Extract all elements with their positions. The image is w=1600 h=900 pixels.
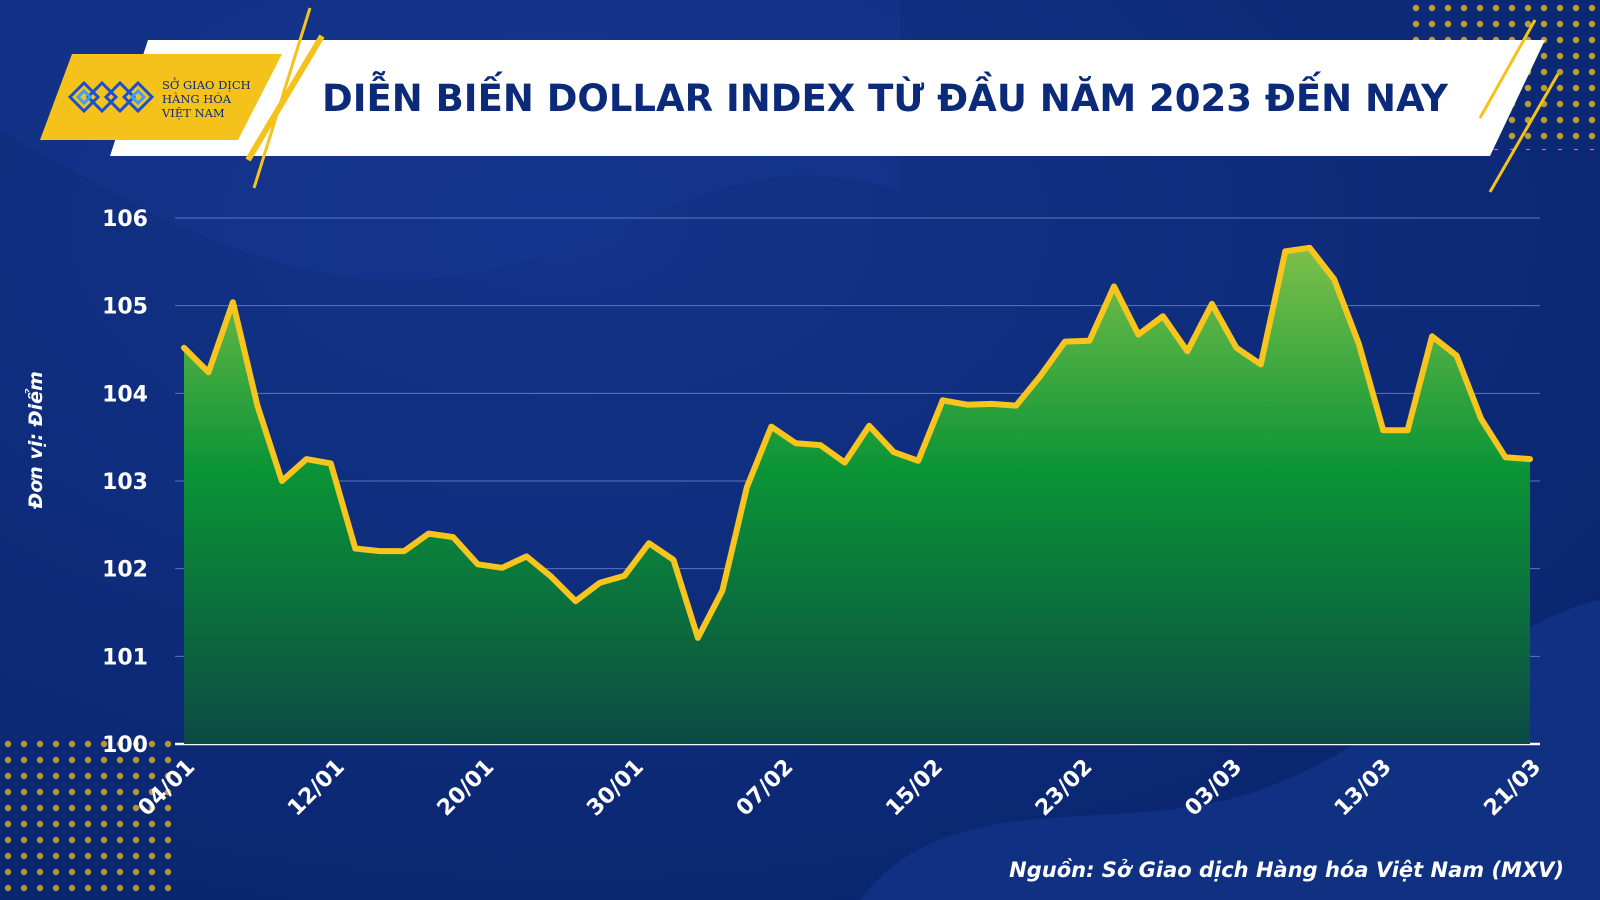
logo: SỞ GIAO DỊCH HÀNG HÓA VIỆT NAM [67, 77, 251, 120]
y-axis-label: Đơn vị: Điểm [24, 371, 47, 510]
background-wave-bottom [860, 600, 1600, 900]
logo-badge [40, 54, 282, 140]
plot-area [181, 244, 1533, 745]
y-axis-ticks: 100 101 102 103 104 105 106 [102, 207, 148, 758]
logo-mark-icon [67, 80, 155, 114]
series-line [181, 244, 1533, 641]
source-note: Nguồn: Sở Giao dịch Hàng hóa Việt Nam (M… [1009, 858, 1564, 882]
y-tick-label: 105 [102, 295, 148, 320]
header-banner [40, 7, 1560, 193]
y-tick-label: 106 [102, 207, 148, 232]
decorative-dots-bottom-left [0, 740, 180, 900]
y-tick-label: 102 [102, 558, 148, 583]
series-area [184, 247, 1530, 745]
y-tick-label: 104 [102, 382, 148, 407]
logo-line-1: SỞ GIAO DỊCH [162, 77, 251, 92]
logo-line-3: VIỆT NAM [161, 106, 225, 120]
y-tick-label: 101 [102, 645, 148, 670]
page-title: DIỄN BIẾN DOLLAR INDEX TỪ ĐẦU NĂM 2023 Đ… [322, 71, 1449, 120]
y-tick-label: 100 [102, 733, 148, 758]
y-tick-label: 103 [102, 470, 148, 495]
logo-line-2: HÀNG HÓA [162, 92, 232, 106]
